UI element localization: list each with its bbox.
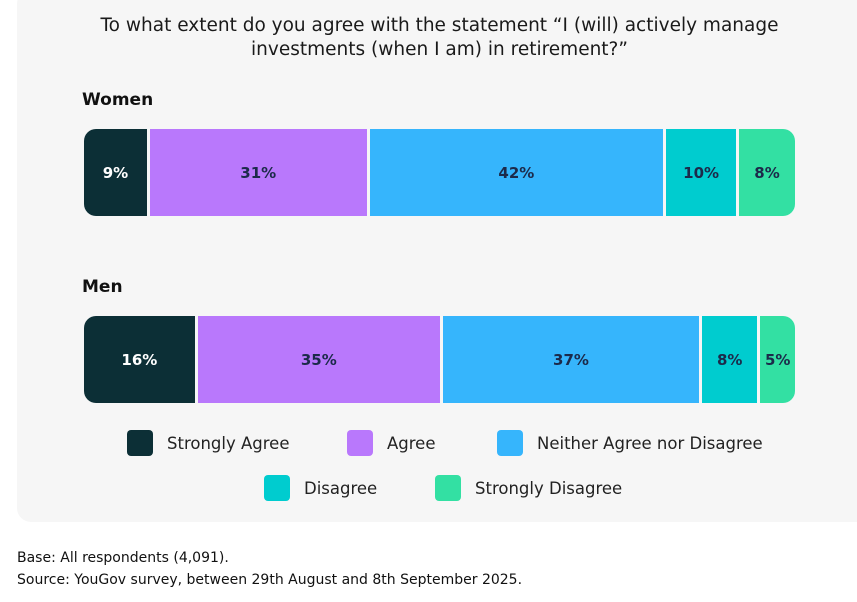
chart-title: To what extent do you agree with the sta… xyxy=(100,15,779,60)
bar-segment-strongly-agree: 16% xyxy=(84,316,195,403)
legend-item: Agree xyxy=(347,430,436,456)
bar-segment-disagree: 10% xyxy=(666,129,737,216)
bar-segment-neither-agree-nor-disagree: 42% xyxy=(369,129,664,216)
bar-segment-disagree: 8% xyxy=(702,316,758,403)
bar-men: 16% 35% 37% 8% 5% xyxy=(84,316,795,403)
legend-label: Strongly Agree xyxy=(167,433,290,453)
bar-women: 9% 31% 42% 10% 8% xyxy=(84,129,795,216)
legend-swatch xyxy=(347,430,373,456)
legend-item: Neither Agree nor Disagree xyxy=(497,430,763,456)
legend-label: Agree xyxy=(387,433,436,453)
legend-item: Strongly Disagree xyxy=(435,475,622,501)
legend-label: Strongly Disagree xyxy=(475,478,623,498)
group-label-women: Women xyxy=(82,90,154,110)
bar-segment-agree: 35% xyxy=(197,316,440,403)
bar-segment-strongly-agree: 9% xyxy=(84,129,147,216)
legend-label: Neither Agree nor Disagree xyxy=(537,433,763,453)
legend-swatch xyxy=(497,430,523,456)
legend-item: Disagree xyxy=(264,475,377,501)
chart-panel xyxy=(17,0,857,522)
bar-segment-agree: 31% xyxy=(149,129,367,216)
legend-swatch xyxy=(264,475,290,501)
bar-segment-strongly-disagree: 5% xyxy=(760,316,795,403)
base-note: Base: All respondents (4,091). xyxy=(17,550,229,566)
legend-swatch xyxy=(127,430,153,456)
bar-segment-neither-agree-nor-disagree: 37% xyxy=(442,316,700,403)
legend-item: Strongly Agree xyxy=(127,430,289,456)
source-note: Source: YouGov survey, between 29th Augu… xyxy=(17,572,523,588)
bar-segment-strongly-disagree: 8% xyxy=(739,129,795,216)
group-label-men: Men xyxy=(82,277,123,297)
legend-swatch xyxy=(435,475,461,501)
legend-label: Disagree xyxy=(304,478,378,498)
